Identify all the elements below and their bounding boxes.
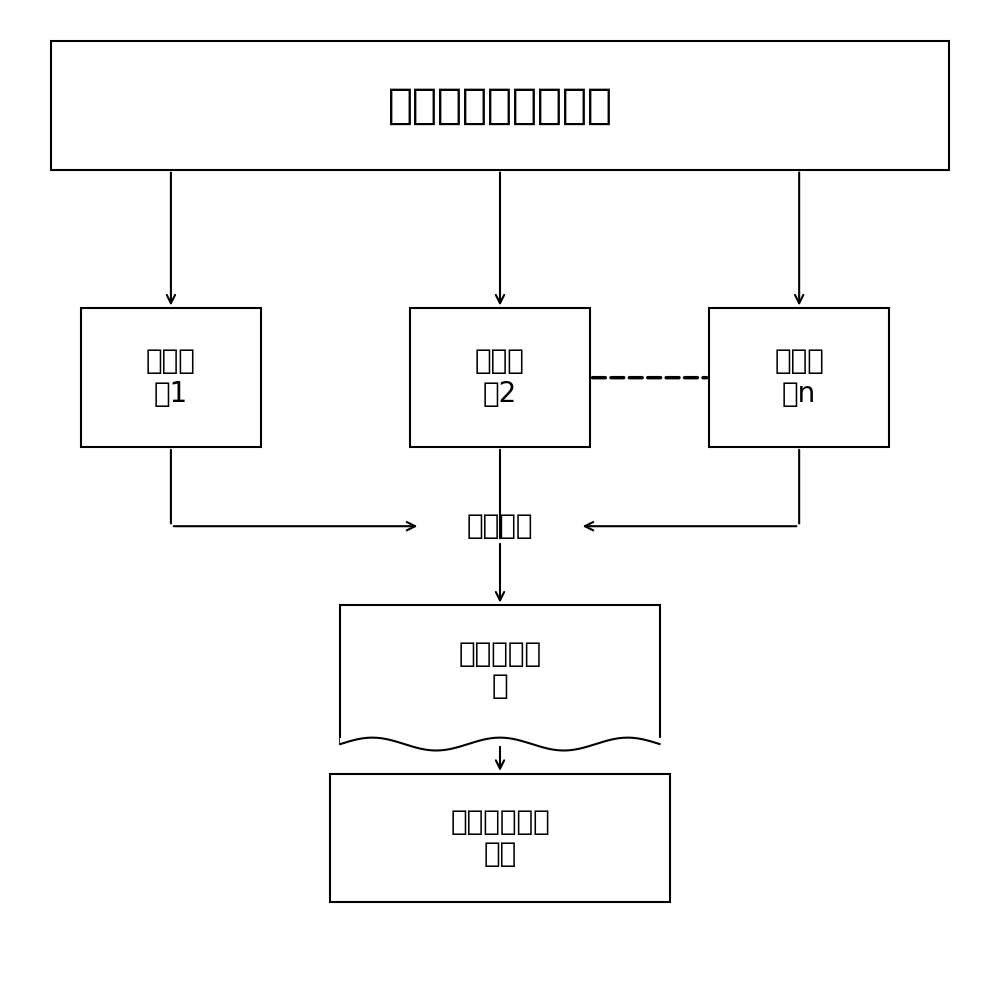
- Text: 最终匹配结
果: 最终匹配结 果: [458, 639, 542, 700]
- Text: 多线程任务执行完毕: 多线程任务执行完毕: [388, 84, 612, 126]
- FancyBboxPatch shape: [410, 309, 590, 447]
- Text: 统计关键匹配
信息: 统计关键匹配 信息: [450, 808, 550, 868]
- Text: 匹配结
果2: 匹配结 果2: [475, 348, 525, 408]
- FancyBboxPatch shape: [709, 309, 889, 447]
- Text: 匹配结
果1: 匹配结 果1: [146, 348, 196, 408]
- FancyBboxPatch shape: [51, 41, 949, 170]
- FancyBboxPatch shape: [81, 309, 261, 447]
- FancyBboxPatch shape: [330, 774, 670, 903]
- FancyBboxPatch shape: [340, 606, 660, 744]
- Text: 归档合并: 归档合并: [467, 512, 533, 540]
- Text: 匹配结
果n: 匹配结 果n: [774, 348, 824, 408]
